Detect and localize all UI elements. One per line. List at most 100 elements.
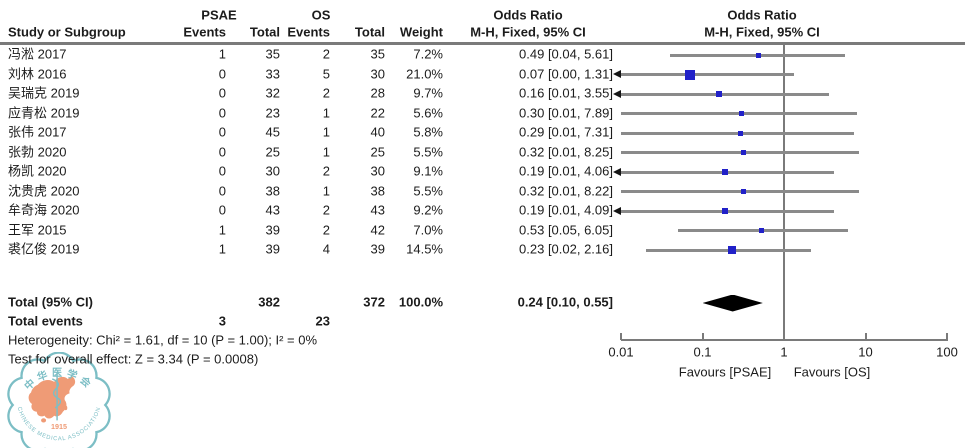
weight-value: 21.0% [406,66,443,82]
weight-value: 9.2% [413,202,443,218]
psae-events-value: 1 [218,241,226,257]
effect-marker [756,52,762,58]
psae-events-value: 0 [218,163,226,179]
logo-year: 1915 [51,422,67,431]
or-ci-text: 0.19 [0.01, 4.09] [519,202,613,218]
favours-os-label: Favours [OS] [793,364,871,380]
os-events-value: 1 [322,183,330,199]
total-row-label: Total (95% CI) [8,294,93,310]
total-weight: 100.0% [398,294,443,310]
or-ci-text: 0.49 [0.04, 5.61] [519,46,613,62]
effect-marker [741,150,747,155]
os-total-value: 30 [370,66,385,82]
os-total-value: 35 [370,46,385,62]
or-ci-text: 0.19 [0.01, 4.06] [519,163,613,179]
or-ci-text: 0.30 [0.01, 7.89] [519,105,613,121]
os-total-value: 42 [370,222,385,238]
total-events-os: 23 [315,313,330,329]
group-header-psae: PSAE [201,7,237,23]
weight-value: 9.7% [413,85,443,101]
os-total-value: 43 [370,202,385,218]
os-events-value: 2 [322,163,330,179]
os-total-value: 38 [370,183,385,199]
heterogeneity-text: Heterogeneity: Chi² = 1.61, df = 10 (P =… [8,332,318,348]
cma-logo: 1915 中华医学会 CHINESE MEDICAL ASSOCIATION [7,352,111,448]
os-total-value: 22 [370,105,385,121]
or-ci-text: 0.32 [0.01, 8.22] [519,183,613,199]
or-header-subtitle: M-H, Fixed, 95% CI [470,24,586,40]
study-name: 杨凯 2020 [8,163,67,179]
or-ci-text: 0.16 [0.01, 3.55] [519,85,613,101]
axis-tick [946,333,948,340]
or-header-title: Odds Ratio [493,7,563,23]
os-events-value: 2 [322,222,330,238]
study-name: 沈贵虎 2020 [8,183,80,199]
total-or-ci-text: 0.24 [0.10, 0.55] [517,294,613,310]
psae-total-value: 30 [265,163,280,179]
weight-value: 5.8% [413,124,443,140]
axis-tick [864,333,867,340]
os-total-value: 39 [370,241,385,257]
taiwan-island [64,405,68,411]
hainan-island [41,418,47,423]
study-name: 牟奇海 2020 [8,202,80,218]
axis-tick [620,333,622,340]
col-header-os-events: Events [287,24,330,40]
study-name: 裘亿俊 2019 [8,241,80,257]
col-header-psae-events: Events [183,24,226,40]
total-psae-n: 382 [258,294,280,310]
total-os-n: 372 [363,294,385,310]
scalloped-border [7,352,111,448]
psae-total-value: 39 [265,222,280,238]
favours-psae-label: Favours [PSAE] [678,364,772,380]
axis-tick-label: 100 [936,344,958,360]
study-name: 王军 2015 [8,222,67,238]
asclepius-staff-icon [51,372,62,421]
effect-marker [727,246,736,254]
axis-tick-label: 10 [858,344,873,360]
os-events-value: 2 [322,85,330,101]
os-events-value: 4 [322,241,330,257]
axis-tick [783,333,785,340]
effect-marker [722,169,729,175]
total-events-label: Total events [8,313,83,329]
study-name: 刘林 2016 [8,66,67,82]
os-events-value: 1 [322,124,330,140]
total-events-psae: 3 [218,313,226,329]
psae-events-value: 0 [218,85,226,101]
weight-value: 5.6% [413,105,443,121]
axis-line [621,339,948,341]
axis-tick-label: 1 [780,344,788,360]
effect-marker [716,91,723,97]
effect-marker [738,111,744,116]
os-events-value: 5 [322,66,330,82]
china-map [28,376,76,419]
axis-tick [701,333,704,340]
or-ci-text: 0.07 [0.00, 1.31] [519,66,613,82]
psae-total-value: 23 [265,105,280,121]
axis-tick-label: 0.01 [608,344,634,360]
effect-marker [759,228,765,233]
effect-marker [684,69,695,80]
psae-total-value: 33 [265,66,280,82]
ci-line [621,151,859,154]
effect-marker [722,208,729,214]
psae-total-value: 35 [265,46,280,62]
os-events-value: 1 [322,144,330,160]
study-name: 应青松 2019 [8,105,80,121]
psae-events-value: 0 [218,66,226,82]
psae-total-value: 43 [265,202,280,218]
os-total-value: 25 [370,144,385,160]
effect-marker [737,130,743,136]
psae-total-value: 25 [265,144,280,160]
weight-value: 5.5% [413,144,443,160]
psae-events-value: 1 [218,222,226,238]
psae-events-value: 0 [218,144,226,160]
study-name: 冯淞 2017 [8,46,67,62]
summary-diamond [702,294,763,312]
col-header-study: Study or Subgroup [8,24,126,40]
ci-arrow-left-icon [613,206,621,215]
ci-line [621,190,859,193]
